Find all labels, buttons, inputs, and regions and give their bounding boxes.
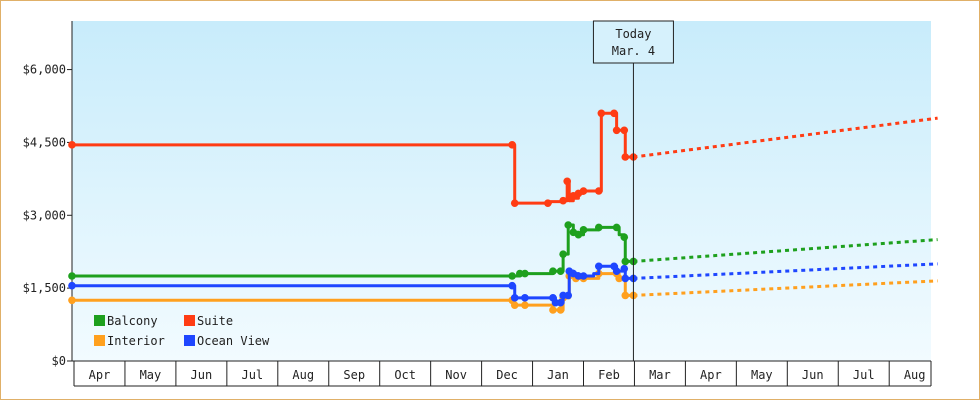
data-point [621,153,630,161]
series-ocean-view [68,262,938,307]
legend-swatch [94,335,105,346]
plot-area [72,21,931,361]
month-label: Feb [598,368,620,382]
data-point [510,301,519,309]
today-marker: Today Mar. 4 [592,20,674,361]
data-point [564,291,573,300]
data-point [556,267,565,275]
data-point [612,267,621,275]
forecast-line [633,279,938,297]
data-point [621,257,630,266]
legend-label: Balcony [107,314,158,328]
y-tick-label: $0 [52,354,66,368]
data-point [510,294,519,302]
month-label: Jun [191,368,213,382]
data-point [579,187,588,195]
legend: Balcony Suite Interior Ocean View [94,314,270,348]
data-point [68,272,76,280]
data-point [579,272,588,280]
month-label: Aug [904,368,926,382]
legend-swatch [94,315,105,326]
forecast-line [633,116,938,159]
series-balcony [68,221,938,280]
y-tick-label: $6,000 [23,63,66,77]
legend-item: Ocean View [184,334,270,348]
data-point [521,269,529,278]
data-point [620,264,629,273]
data-point [559,196,567,205]
y-tick-label: $3,000 [23,208,66,222]
month-label: Jun [802,368,824,382]
legend-item: Interior [94,334,165,348]
data-point [574,230,583,239]
month-label: May [751,368,773,382]
series-suite [68,109,938,207]
data-point [549,267,557,275]
data-point [508,281,516,290]
data-point [563,177,571,186]
data-point [594,262,603,271]
data-point [521,294,529,302]
data-point [521,301,529,309]
data-point [621,291,630,300]
data-point [620,233,629,241]
data-point [620,126,629,135]
month-label: Jul [241,368,263,382]
data-point [594,187,603,195]
legend-label: Ocean View [197,334,270,348]
legend-item: Suite [184,314,233,328]
month-label: May [140,368,162,382]
data-point [579,226,588,234]
x-axis: Apr May Jun Jul Aug Sep Oct Nov Dec Jan Feb Mar Apr M… [72,360,932,387]
data-point [612,223,621,232]
data-point [68,281,76,290]
month-label: Jul [853,368,875,382]
month-label: Apr [89,368,111,382]
data-point [508,272,516,280]
data-point [621,274,630,283]
legend-label: Interior [107,334,165,348]
data-point [594,223,603,232]
data-point [612,126,621,135]
data-point [559,250,567,258]
data-point [68,296,76,305]
y-tick-label: $1,500 [23,281,66,295]
data-point [544,199,552,207]
data-point [556,306,565,314]
month-label: Sep [343,368,365,382]
month-label: Mar [649,368,671,382]
today-date: Mar. 4 [612,44,655,58]
month-label: Dec [496,368,518,382]
month-label: Jan [547,368,569,382]
today-box [592,20,674,64]
data-point [510,199,519,207]
today-label: Today [615,27,651,41]
month-label: Oct [394,368,416,382]
legend-item: Balcony [94,314,158,328]
legend-label: Suite [197,314,233,328]
data-point [556,298,565,307]
legend-swatch [184,315,195,326]
data-point [68,141,76,149]
month-label: Aug [292,368,314,382]
series-layer [68,109,938,314]
month-label: Apr [700,368,722,382]
y-axis: $0 $1,500 $3,000 $4,500 $6,000 [23,21,73,368]
data-point [564,221,573,229]
data-point [615,274,623,283]
data-point [549,306,557,314]
month-label: Nov [445,368,467,382]
y-tick-label: $4,500 [23,135,66,149]
data-point [610,109,618,118]
forecast-line [633,238,938,263]
data-point [508,141,516,149]
legend-swatch [184,335,195,346]
data-point [597,109,606,118]
forecast-line [633,262,938,280]
